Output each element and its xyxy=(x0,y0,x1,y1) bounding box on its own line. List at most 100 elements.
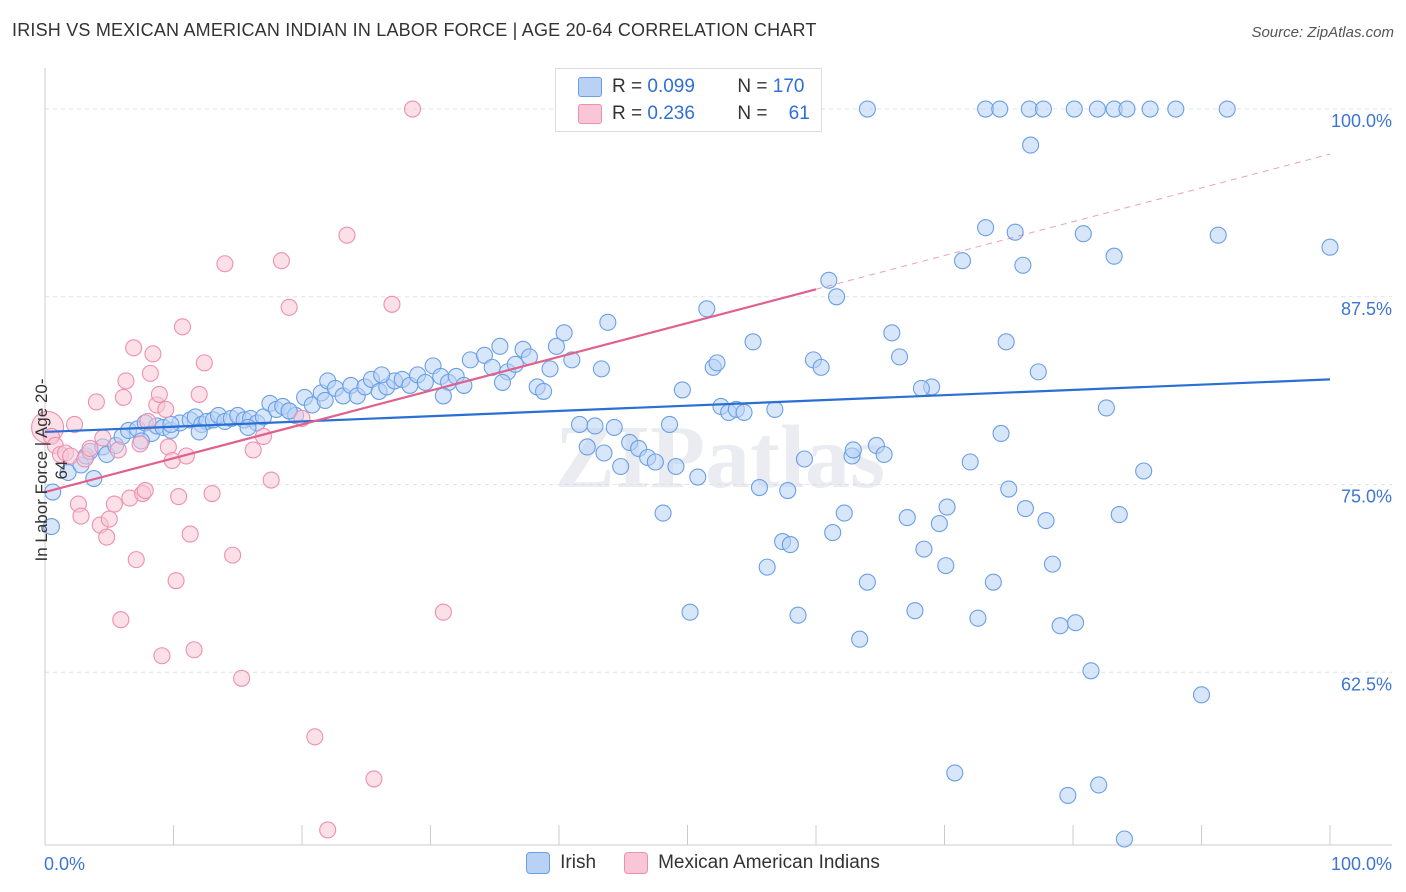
irish-point xyxy=(898,509,916,527)
irish-point xyxy=(750,478,769,497)
irish-point xyxy=(758,558,776,576)
irish-point xyxy=(992,424,1010,443)
irish-point xyxy=(563,351,581,369)
mexican-point xyxy=(153,647,171,665)
irish-swatch xyxy=(526,852,551,874)
irish-point xyxy=(461,351,479,369)
irish-point xyxy=(906,602,924,620)
mexican-point xyxy=(365,770,383,788)
irish-point xyxy=(1321,238,1339,256)
n-value: 61 xyxy=(788,103,810,124)
irish-trend-line xyxy=(44,378,1331,434)
irish-point xyxy=(681,603,699,621)
irish-point xyxy=(1135,462,1153,480)
irish-point xyxy=(744,333,762,351)
mexican-point xyxy=(173,318,192,336)
mexican-point xyxy=(150,385,168,403)
irish-point xyxy=(1051,617,1069,635)
irish-point xyxy=(844,441,862,459)
mexican-point xyxy=(383,295,401,313)
mexican-point xyxy=(109,441,127,459)
mexican-point xyxy=(338,226,356,244)
mexican-point xyxy=(144,345,162,363)
irish-point xyxy=(1118,100,1136,118)
series-legend: Irish Mexican American Indians xyxy=(0,852,1406,874)
irish-point xyxy=(599,313,617,331)
irish-point xyxy=(416,373,434,391)
irish-point xyxy=(858,100,876,118)
mexican-point xyxy=(125,339,143,357)
mexican-point xyxy=(87,393,105,411)
mexican-point xyxy=(131,435,149,453)
irish-point xyxy=(812,358,830,376)
mexican-point xyxy=(72,507,90,525)
tick-labels: 62.5% 75.0% 87.5% 100.0% 0.0% 100.0% xyxy=(44,111,1392,874)
n-value: 170 xyxy=(772,76,805,97)
irish-point xyxy=(592,360,610,378)
y-tick-label: 87.5% xyxy=(1341,299,1392,319)
irish-point xyxy=(824,524,842,542)
irish-point xyxy=(59,463,77,482)
irish-point xyxy=(795,450,813,468)
irish-point xyxy=(586,417,604,435)
irish-point xyxy=(991,100,1009,118)
r-value: 0.099 xyxy=(647,76,695,97)
irish-point xyxy=(735,403,753,421)
irish-point xyxy=(977,219,995,237)
irish-point xyxy=(493,373,512,391)
irish-point xyxy=(1110,506,1128,524)
irish-point xyxy=(781,536,799,554)
irish-point xyxy=(667,457,685,476)
mexican-point xyxy=(157,400,175,418)
mexican-swatch xyxy=(624,852,649,874)
mexican-trend-line xyxy=(44,288,817,494)
y-axis-label: In Labor Force | Age 20-64 xyxy=(32,378,71,562)
irish-point xyxy=(1218,100,1236,118)
irish-point xyxy=(938,498,956,516)
mexican-point xyxy=(105,495,123,513)
irish-point xyxy=(997,333,1015,351)
legend-item-irish[interactable]: Irish xyxy=(526,852,596,874)
irish-point xyxy=(491,337,509,355)
legend-row-irish: R = 0.099 N = 170 xyxy=(578,75,804,99)
irish-point xyxy=(541,360,559,378)
mexican-point xyxy=(224,546,242,564)
irish-point xyxy=(1090,776,1108,794)
y-tick-label: 62.5% xyxy=(1341,674,1392,694)
mexican-point xyxy=(94,429,112,447)
irish-point xyxy=(535,382,553,400)
legend-label: Mexican American Indians xyxy=(658,852,880,873)
mexican-point xyxy=(66,415,84,434)
mexican-point xyxy=(195,354,213,372)
irish-point xyxy=(1014,256,1032,274)
irish-point xyxy=(1097,399,1115,417)
irish-point xyxy=(673,381,691,399)
irish-point xyxy=(858,573,876,591)
mexican-point xyxy=(170,487,188,506)
source-label: Source: ZipAtlas.com xyxy=(1251,24,1394,41)
r-value: 0.236 xyxy=(647,103,695,124)
legend-item-mexican[interactable]: Mexican American Indians xyxy=(624,852,880,874)
irish-point xyxy=(689,468,707,486)
irish-point xyxy=(820,271,838,289)
mexican-swatch xyxy=(578,104,602,124)
mexican-point xyxy=(98,528,116,546)
stats-legend: R = 0.099 N = 170 R = 0.236 N = 61 xyxy=(555,68,822,132)
mexican-point xyxy=(306,728,324,746)
mexican-point xyxy=(167,572,185,590)
irish-point xyxy=(1029,363,1047,381)
mexican-point xyxy=(262,471,280,489)
irish-point xyxy=(1006,223,1024,241)
irish-point xyxy=(851,630,869,648)
irish-point xyxy=(1074,225,1092,243)
irish-point xyxy=(937,557,955,575)
y-tick-label: 100.0% xyxy=(1331,111,1392,131)
irish-point xyxy=(555,324,573,342)
irish-point xyxy=(766,400,784,418)
irish-swatch xyxy=(578,77,602,97)
mexican-point xyxy=(114,388,132,406)
irish-point xyxy=(1115,830,1133,848)
irish-point xyxy=(835,504,853,522)
irish-point xyxy=(1082,662,1100,680)
